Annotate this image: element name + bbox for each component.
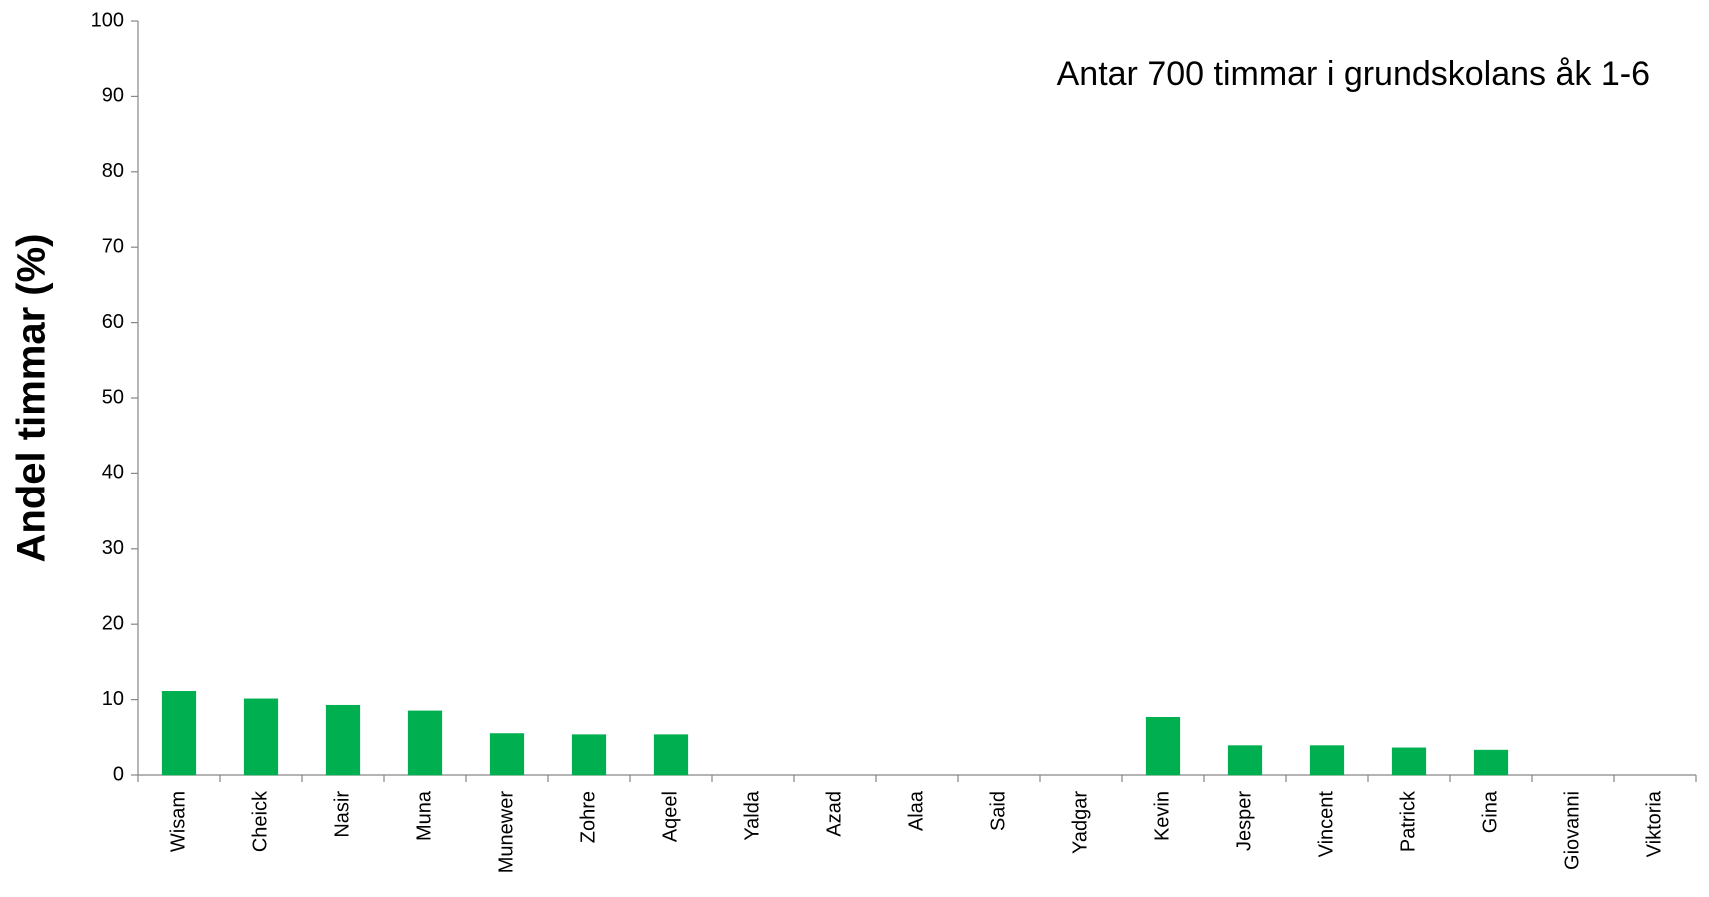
- x-tick-label: Vincent: [1315, 791, 1337, 858]
- bar: [653, 734, 689, 776]
- bar: [161, 691, 197, 776]
- bar: [325, 704, 361, 776]
- bar: [489, 733, 525, 776]
- bar: [1309, 745, 1345, 776]
- x-tick-label: Giovanni: [1561, 791, 1583, 870]
- x-tick-label: Patrick: [1397, 790, 1419, 852]
- x-tick-label: Jesper: [1233, 791, 1255, 851]
- y-tick-label: 50: [102, 386, 124, 408]
- bar: [1145, 717, 1181, 776]
- x-tick-label: Viktoria: [1643, 790, 1665, 857]
- bar: [1227, 745, 1263, 776]
- y-tick-label: 40: [102, 462, 124, 484]
- x-tick-label: Zohre: [577, 791, 599, 843]
- y-tick-label: 80: [102, 160, 124, 182]
- x-tick-label: Aqeel: [659, 791, 681, 842]
- x-tick-label: Kevin: [1151, 791, 1173, 841]
- bar: [1473, 749, 1509, 776]
- x-tick-label: Azad: [823, 791, 845, 837]
- y-tick-label: 20: [102, 612, 124, 634]
- x-tick-label: Alaa: [905, 790, 927, 831]
- x-tick-label: Munewer: [495, 791, 517, 874]
- y-tick-label: 100: [91, 9, 124, 31]
- y-tick-label: 60: [102, 311, 124, 333]
- y-axis-label: Andel timmar (%): [10, 234, 54, 563]
- x-tick-label: Gina: [1479, 790, 1501, 833]
- y-tick-label: 90: [102, 85, 124, 107]
- x-tick-label: Muna: [413, 790, 435, 841]
- y-tick-label: 30: [102, 537, 124, 559]
- bar: [1391, 747, 1427, 776]
- y-tick-label: 70: [102, 235, 124, 257]
- bar: [243, 698, 279, 776]
- bar: [571, 734, 607, 776]
- annotation: Antar 700 timmar i grundskolans åk 1-6: [1057, 55, 1650, 93]
- x-tick-label: Said: [987, 791, 1009, 831]
- y-tick-label: 10: [102, 688, 124, 710]
- x-tick-label: Yadgar: [1069, 791, 1091, 854]
- bar: [407, 710, 443, 776]
- y-tick-label: 0: [113, 763, 124, 785]
- x-tick-label: Nasir: [331, 791, 353, 838]
- x-tick-label: Wisam: [167, 791, 189, 852]
- x-tick-label: Cheick: [249, 790, 271, 852]
- x-tick-label: Yalda: [741, 790, 763, 841]
